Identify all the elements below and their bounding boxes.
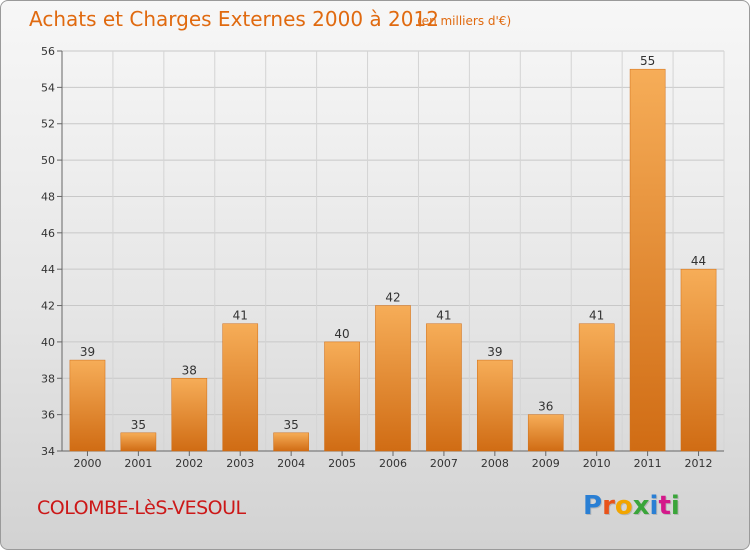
data-label: 41 xyxy=(436,309,451,323)
logo-letter: P xyxy=(583,491,603,521)
logo-letter: t xyxy=(658,491,671,521)
data-label: 40 xyxy=(334,327,349,341)
bar xyxy=(171,378,208,452)
logo-letter: r xyxy=(602,491,615,521)
data-label: 55 xyxy=(640,54,655,68)
data-label: 41 xyxy=(589,309,604,323)
bar xyxy=(426,323,462,452)
x-tick-label: 2005 xyxy=(328,457,356,470)
logo-letter: i xyxy=(649,491,659,521)
chart-subtitle: (en milliers d'€) xyxy=(417,14,512,28)
bar xyxy=(222,323,259,452)
bar xyxy=(578,323,615,452)
x-tick-label: 2007 xyxy=(430,457,458,470)
x-tick-label: 2004 xyxy=(277,457,305,470)
x-tick-label: 2002 xyxy=(175,457,203,470)
y-tick-label: 48 xyxy=(41,190,55,203)
bar xyxy=(527,414,564,452)
x-tick-label: 2000 xyxy=(73,457,101,470)
y-tick-label: 34 xyxy=(41,445,55,458)
bar xyxy=(273,432,309,452)
y-tick-label: 42 xyxy=(41,300,55,313)
bar xyxy=(477,359,513,452)
logo-letter: o xyxy=(614,491,633,521)
proxiti-logo: Proxiti xyxy=(583,491,680,521)
data-label: 39 xyxy=(80,345,95,359)
logo-letter: i xyxy=(670,491,680,521)
x-tick-label: 2009 xyxy=(532,457,560,470)
data-label: 42 xyxy=(385,291,400,305)
bars xyxy=(69,68,717,452)
bar xyxy=(69,359,106,452)
x-tick-label: 2010 xyxy=(583,457,611,470)
y-tick-label: 36 xyxy=(41,409,55,422)
x-tick-label: 2008 xyxy=(481,457,509,470)
axes: 34 36 38 40 42 44 46 48 50 52 54 56 2000 2001 2002 2003… xyxy=(41,45,724,470)
commune-name: COLOMBE-LèS-VESOUL xyxy=(37,497,246,519)
bar xyxy=(324,341,360,452)
bar xyxy=(120,432,157,452)
y-tick-label: 38 xyxy=(41,372,55,385)
x-tick-label: 2006 xyxy=(379,457,407,470)
chart-title: Achats et Charges Externes 2000 à 2012 xyxy=(29,7,439,31)
data-label: 35 xyxy=(131,418,146,432)
bar xyxy=(375,305,411,452)
data-label: 36 xyxy=(538,400,553,414)
data-labels: 39 35 38 41 35 40 42 41 39 36 41 55 44 xyxy=(80,54,706,432)
y-tick-label: 50 xyxy=(41,154,55,167)
x-tick-label: 2001 xyxy=(124,457,152,470)
y-tick-label: 46 xyxy=(41,227,55,240)
y-tick-label: 44 xyxy=(41,263,55,276)
data-label: 44 xyxy=(691,254,706,268)
y-tick-label: 56 xyxy=(41,45,55,58)
data-label: 39 xyxy=(487,345,502,359)
data-label: 41 xyxy=(233,309,248,323)
x-tick-label: 2003 xyxy=(226,457,254,470)
y-tick-label: 52 xyxy=(41,118,55,131)
bar xyxy=(680,268,717,452)
data-label: 35 xyxy=(284,418,299,432)
x-tick-label: 2011 xyxy=(634,457,662,470)
y-tick-label: 40 xyxy=(41,336,55,349)
x-tick-label: 2012 xyxy=(685,457,713,470)
logo-letter: x xyxy=(632,491,650,521)
bar xyxy=(629,68,666,452)
y-tick-label: 54 xyxy=(41,81,55,94)
data-label: 38 xyxy=(182,363,197,377)
